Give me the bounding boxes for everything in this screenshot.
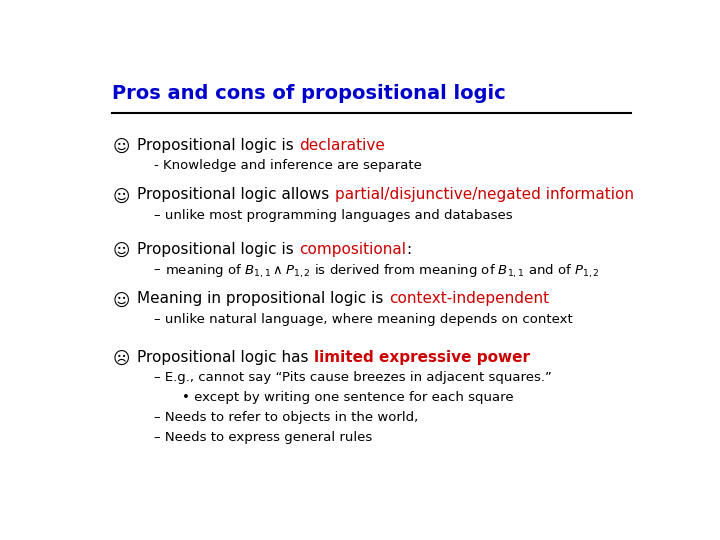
Text: Propositional logic has: Propositional logic has [138, 349, 314, 364]
Text: – Needs to express general rules: – Needs to express general rules [154, 431, 372, 444]
Text: – E.g., cannot say “Pits cause breezes in adjacent squares.”: – E.g., cannot say “Pits cause breezes i… [154, 371, 552, 384]
Text: – unlike natural language, where meaning depends on context: – unlike natural language, where meaning… [154, 313, 573, 326]
Text: limited expressive power: limited expressive power [314, 349, 530, 364]
Text: ☺: ☺ [112, 241, 130, 260]
Text: meaning of $B_{1,1} \wedge P_{1,2}$ is derived from meaning of $B_{1,1}$ and of : meaning of $B_{1,1} \wedge P_{1,2}$ is d… [165, 263, 600, 280]
Text: Meaning in propositional logic is: Meaning in propositional logic is [138, 292, 389, 306]
Text: ☺: ☺ [112, 292, 130, 309]
Text: – Needs to refer to objects in the world,: – Needs to refer to objects in the world… [154, 411, 418, 424]
Text: :: : [406, 241, 411, 256]
Text: partial/disjunctive/negated information: partial/disjunctive/negated information [335, 187, 634, 202]
Text: Propositional logic allows: Propositional logic allows [138, 187, 335, 202]
Text: Pros and cons of propositional logic: Pros and cons of propositional logic [112, 84, 506, 103]
Text: ☺: ☺ [112, 138, 130, 156]
Text: – unlike most programming languages and databases: – unlike most programming languages and … [154, 209, 513, 222]
Text: Propositional logic is: Propositional logic is [138, 138, 299, 153]
Text: ☹: ☹ [112, 349, 130, 368]
Text: • except by writing one sentence for each square: • except by writing one sentence for eac… [182, 391, 513, 404]
Text: ☺: ☺ [112, 187, 130, 205]
Text: –: – [154, 263, 165, 276]
Text: compositional: compositional [299, 241, 406, 256]
Text: - Knowledge and inference are separate: - Knowledge and inference are separate [154, 159, 422, 172]
Text: Propositional logic is: Propositional logic is [138, 241, 299, 256]
Text: declarative: declarative [299, 138, 385, 153]
Text: context-independent: context-independent [389, 292, 549, 306]
